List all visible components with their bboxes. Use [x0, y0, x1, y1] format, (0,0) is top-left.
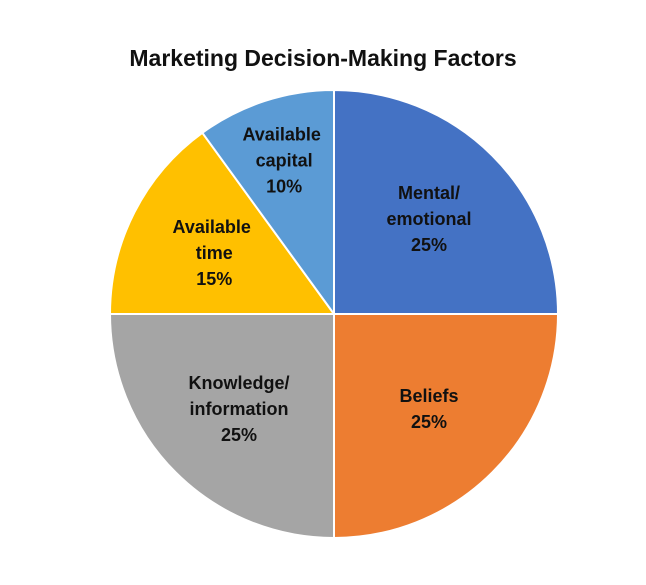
value-label: 15% [196, 269, 232, 289]
value-label: 25% [411, 235, 447, 255]
slice-label: Beliefs [400, 386, 459, 406]
slice-label: Mental/emotional [387, 183, 472, 229]
slice-label: Knowledge/information [188, 373, 289, 419]
value-label: 25% [221, 425, 257, 445]
slice-label: Available capital [242, 125, 325, 171]
pie-slice [333, 88, 560, 315]
value-label: 10% [266, 177, 302, 197]
pie-slice [108, 313, 335, 540]
pie-slice [108, 131, 336, 315]
pie-slice [333, 313, 560, 540]
slice-label: Available time [173, 217, 256, 263]
pie-slice [200, 88, 335, 318]
chart-title: Marketing Decision-Making Factors [129, 45, 516, 71]
value-label: 25% [411, 412, 447, 432]
